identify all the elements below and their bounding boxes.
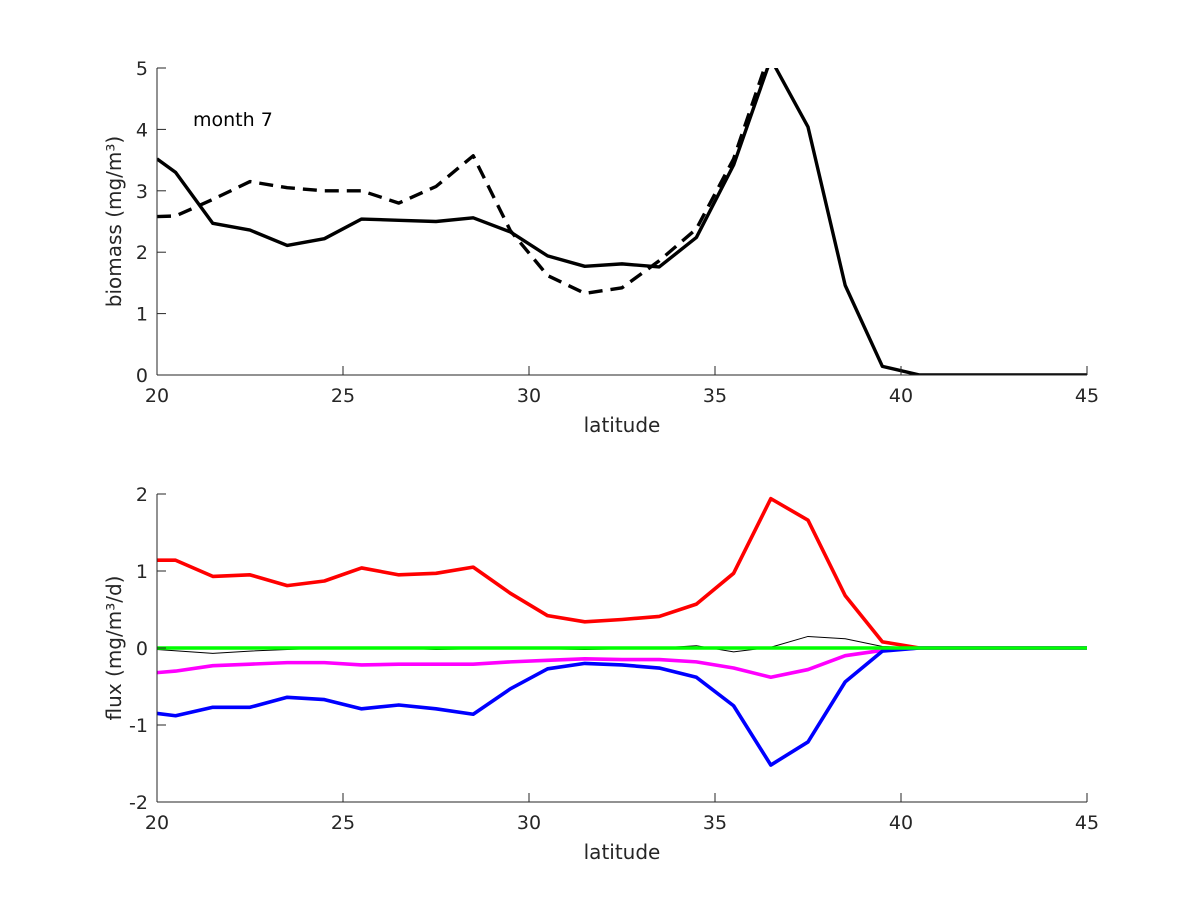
biomass-y-tick-label: 4 bbox=[136, 119, 148, 141]
biomass-series-line-2 bbox=[157, 68, 767, 296]
flux-series-line-3 bbox=[157, 646, 1087, 680]
biomass-y-axis-label: biomass (mg/m³) bbox=[102, 136, 126, 307]
flux-series-line-4 bbox=[157, 646, 1087, 767]
biomass-y-tick-label: 5 bbox=[136, 58, 148, 80]
flux-x-axis-label: latitude bbox=[584, 840, 661, 864]
biomass-x-tick-label: 45 bbox=[1075, 385, 1099, 407]
month-annotation: month 7 bbox=[193, 109, 273, 131]
biomass-x-tick-label: 25 bbox=[331, 385, 355, 407]
biomass-x-tick-label: 40 bbox=[889, 385, 913, 407]
biomass-x-tick-label: 35 bbox=[703, 385, 727, 407]
biomass-series-line-1 bbox=[157, 68, 1087, 375]
biomass-y-tick-label: 0 bbox=[136, 365, 148, 387]
flux-x-tick-label: 25 bbox=[331, 812, 355, 834]
flux-x-tick-label: 20 bbox=[145, 812, 169, 834]
biomass-x-axis-label: latitude bbox=[584, 413, 661, 437]
flux-y-axis-label: flux (mg/m³/d) bbox=[102, 576, 126, 721]
flux-y-tick-label: 1 bbox=[136, 561, 148, 583]
flux-x-tick-label: 30 bbox=[517, 812, 541, 834]
flux-y-tick-label: 2 bbox=[136, 484, 148, 506]
flux-x-tick-label: 40 bbox=[889, 812, 913, 834]
biomass-x-tick-label: 20 bbox=[145, 385, 169, 407]
flux-axes: 20 25 30 35 40 45 -2 -1 0 1 2 bbox=[129, 484, 1099, 834]
flux-series-group bbox=[157, 496, 1087, 767]
biomass-x-tick-label: 30 bbox=[517, 385, 541, 407]
flux-y-tick-label: 0 bbox=[136, 638, 148, 660]
flux-y-tick-label: -2 bbox=[129, 792, 148, 814]
flux-x-tick-label: 45 bbox=[1075, 812, 1099, 834]
flux-y-tick-label: -1 bbox=[129, 715, 148, 737]
biomass-series-group bbox=[157, 68, 1087, 375]
flux-panel: 20 25 30 35 40 45 -2 -1 0 1 2 latitude flux (mg/m³… bbox=[102, 484, 1099, 864]
biomass-y-tick-label: 1 bbox=[136, 304, 148, 326]
flux-x-tick-label: 35 bbox=[703, 812, 727, 834]
biomass-y-tick-label: 2 bbox=[136, 242, 148, 264]
biomass-y-tick-label: 3 bbox=[136, 181, 148, 203]
